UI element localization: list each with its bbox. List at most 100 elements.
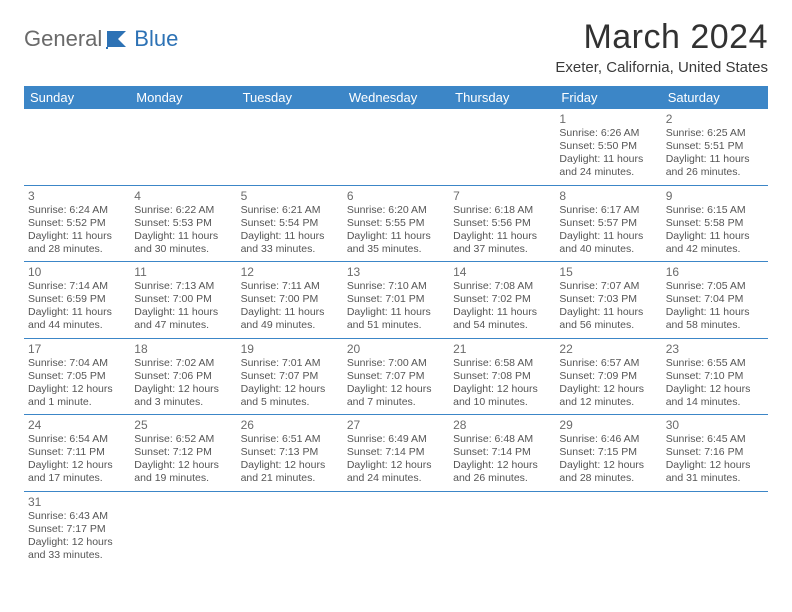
daylight-text: and 1 minute.: [28, 396, 126, 409]
sunrise-text: Sunrise: 6:46 AM: [559, 433, 657, 446]
brand-logo: General Blue: [24, 26, 178, 52]
sunrise-text: Sunrise: 7:02 AM: [134, 357, 232, 370]
daylight-text: Daylight: 12 hours: [347, 459, 445, 472]
daylight-text: Daylight: 11 hours: [241, 230, 339, 243]
daylight-text: Daylight: 12 hours: [453, 459, 551, 472]
daylight-text: Daylight: 12 hours: [28, 536, 126, 549]
day-number: 14: [453, 265, 551, 279]
weekday-header: Friday: [555, 86, 661, 109]
daylight-text: Daylight: 12 hours: [134, 383, 232, 396]
daylight-text: and 26 minutes.: [666, 166, 764, 179]
day-number: 22: [559, 342, 657, 356]
day-number: 2: [666, 112, 764, 126]
brand-text-2: Blue: [134, 26, 178, 52]
day-number: 12: [241, 265, 339, 279]
day-number: 1: [559, 112, 657, 126]
sunset-text: Sunset: 5:57 PM: [559, 217, 657, 230]
sunrise-text: Sunrise: 6:45 AM: [666, 433, 764, 446]
sunrise-text: Sunrise: 7:13 AM: [134, 280, 232, 293]
daylight-text: and 24 minutes.: [347, 472, 445, 485]
sunset-text: Sunset: 7:00 PM: [134, 293, 232, 306]
location-subtitle: Exeter, California, United States: [555, 59, 768, 76]
calendar-day-cell: 1Sunrise: 6:26 AMSunset: 5:50 PMDaylight…: [555, 109, 661, 185]
calendar-day-cell: 10Sunrise: 7:14 AMSunset: 6:59 PMDayligh…: [24, 262, 130, 339]
sunrise-text: Sunrise: 6:49 AM: [347, 433, 445, 446]
day-number: 25: [134, 418, 232, 432]
calendar-week-row: 31Sunrise: 6:43 AMSunset: 7:17 PMDayligh…: [24, 491, 768, 567]
daylight-text: Daylight: 11 hours: [559, 153, 657, 166]
calendar-empty-cell: [24, 109, 130, 185]
calendar-day-cell: 14Sunrise: 7:08 AMSunset: 7:02 PMDayligh…: [449, 262, 555, 339]
day-number: 26: [241, 418, 339, 432]
sunrise-text: Sunrise: 6:52 AM: [134, 433, 232, 446]
sunset-text: Sunset: 7:07 PM: [241, 370, 339, 383]
day-number: 6: [347, 189, 445, 203]
daylight-text: Daylight: 11 hours: [453, 230, 551, 243]
sunset-text: Sunset: 7:01 PM: [347, 293, 445, 306]
daylight-text: Daylight: 12 hours: [453, 383, 551, 396]
sunset-text: Sunset: 5:54 PM: [241, 217, 339, 230]
sunrise-text: Sunrise: 6:21 AM: [241, 204, 339, 217]
day-number: 28: [453, 418, 551, 432]
weekday-header: Wednesday: [343, 86, 449, 109]
daylight-text: Daylight: 12 hours: [347, 383, 445, 396]
sunset-text: Sunset: 5:50 PM: [559, 140, 657, 153]
sunrise-text: Sunrise: 7:11 AM: [241, 280, 339, 293]
calendar-day-cell: 7Sunrise: 6:18 AMSunset: 5:56 PMDaylight…: [449, 185, 555, 262]
daylight-text: and 47 minutes.: [134, 319, 232, 332]
sunset-text: Sunset: 5:58 PM: [666, 217, 764, 230]
day-number: 7: [453, 189, 551, 203]
calendar-week-row: 3Sunrise: 6:24 AMSunset: 5:52 PMDaylight…: [24, 185, 768, 262]
day-number: 20: [347, 342, 445, 356]
sunset-text: Sunset: 7:06 PM: [134, 370, 232, 383]
day-number: 15: [559, 265, 657, 279]
sunrise-text: Sunrise: 7:08 AM: [453, 280, 551, 293]
sunset-text: Sunset: 7:14 PM: [347, 446, 445, 459]
sunrise-text: Sunrise: 6:55 AM: [666, 357, 764, 370]
daylight-text: and 12 minutes.: [559, 396, 657, 409]
sunset-text: Sunset: 7:08 PM: [453, 370, 551, 383]
daylight-text: Daylight: 11 hours: [559, 306, 657, 319]
sunrise-text: Sunrise: 7:07 AM: [559, 280, 657, 293]
daylight-text: and 56 minutes.: [559, 319, 657, 332]
daylight-text: Daylight: 12 hours: [559, 383, 657, 396]
title-block: March 2024 Exeter, California, United St…: [555, 18, 768, 76]
calendar-empty-cell: [449, 109, 555, 185]
day-number: 3: [28, 189, 126, 203]
day-number: 10: [28, 265, 126, 279]
daylight-text: Daylight: 11 hours: [666, 230, 764, 243]
daylight-text: Daylight: 12 hours: [241, 459, 339, 472]
calendar-empty-cell: [343, 491, 449, 567]
calendar-empty-cell: [130, 109, 236, 185]
day-number: 21: [453, 342, 551, 356]
daylight-text: and 49 minutes.: [241, 319, 339, 332]
calendar-day-cell: 4Sunrise: 6:22 AMSunset: 5:53 PMDaylight…: [130, 185, 236, 262]
daylight-text: Daylight: 11 hours: [28, 306, 126, 319]
sunrise-text: Sunrise: 6:51 AM: [241, 433, 339, 446]
calendar-day-cell: 16Sunrise: 7:05 AMSunset: 7:04 PMDayligh…: [662, 262, 768, 339]
calendar-day-cell: 12Sunrise: 7:11 AMSunset: 7:00 PMDayligh…: [237, 262, 343, 339]
day-number: 5: [241, 189, 339, 203]
day-number: 29: [559, 418, 657, 432]
day-number: 16: [666, 265, 764, 279]
sunrise-text: Sunrise: 6:22 AM: [134, 204, 232, 217]
day-number: 23: [666, 342, 764, 356]
calendar-day-cell: 3Sunrise: 6:24 AMSunset: 5:52 PMDaylight…: [24, 185, 130, 262]
daylight-text: Daylight: 11 hours: [347, 306, 445, 319]
sunset-text: Sunset: 7:09 PM: [559, 370, 657, 383]
weekday-header: Monday: [130, 86, 236, 109]
sunrise-text: Sunrise: 6:15 AM: [666, 204, 764, 217]
calendar-day-cell: 8Sunrise: 6:17 AMSunset: 5:57 PMDaylight…: [555, 185, 661, 262]
daylight-text: Daylight: 11 hours: [28, 230, 126, 243]
calendar-week-row: 1Sunrise: 6:26 AMSunset: 5:50 PMDaylight…: [24, 109, 768, 185]
sunset-text: Sunset: 7:16 PM: [666, 446, 764, 459]
month-title: March 2024: [555, 18, 768, 57]
weekday-header: Saturday: [662, 86, 768, 109]
day-number: 17: [28, 342, 126, 356]
sunset-text: Sunset: 7:12 PM: [134, 446, 232, 459]
daylight-text: Daylight: 11 hours: [666, 306, 764, 319]
sunrise-text: Sunrise: 6:18 AM: [453, 204, 551, 217]
daylight-text: and 26 minutes.: [453, 472, 551, 485]
sunset-text: Sunset: 7:11 PM: [28, 446, 126, 459]
sunset-text: Sunset: 7:04 PM: [666, 293, 764, 306]
